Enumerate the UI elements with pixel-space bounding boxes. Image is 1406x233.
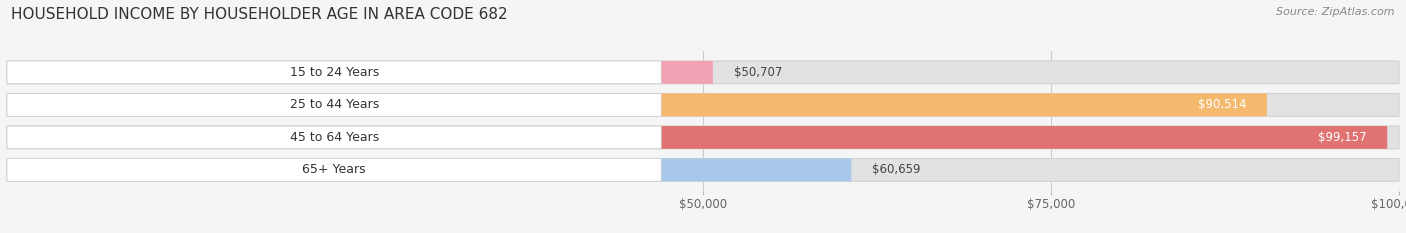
Text: $90,514: $90,514 (1198, 98, 1246, 111)
FancyBboxPatch shape (7, 126, 661, 149)
FancyBboxPatch shape (7, 61, 661, 84)
Text: Source: ZipAtlas.com: Source: ZipAtlas.com (1277, 7, 1395, 17)
FancyBboxPatch shape (7, 93, 1267, 116)
Text: $60,659: $60,659 (872, 163, 921, 176)
FancyBboxPatch shape (7, 61, 1399, 84)
FancyBboxPatch shape (7, 93, 1399, 116)
FancyBboxPatch shape (7, 61, 713, 84)
FancyBboxPatch shape (7, 93, 661, 116)
Text: 15 to 24 Years: 15 to 24 Years (290, 66, 378, 79)
FancyBboxPatch shape (7, 158, 1399, 181)
FancyBboxPatch shape (7, 158, 661, 181)
Text: 65+ Years: 65+ Years (302, 163, 366, 176)
Text: 25 to 44 Years: 25 to 44 Years (290, 98, 378, 111)
Text: HOUSEHOLD INCOME BY HOUSEHOLDER AGE IN AREA CODE 682: HOUSEHOLD INCOME BY HOUSEHOLDER AGE IN A… (11, 7, 508, 22)
Text: $50,707: $50,707 (734, 66, 782, 79)
FancyBboxPatch shape (7, 126, 1388, 149)
FancyBboxPatch shape (7, 126, 1399, 149)
Text: $99,157: $99,157 (1317, 131, 1367, 144)
Text: 45 to 64 Years: 45 to 64 Years (290, 131, 378, 144)
FancyBboxPatch shape (7, 158, 852, 181)
